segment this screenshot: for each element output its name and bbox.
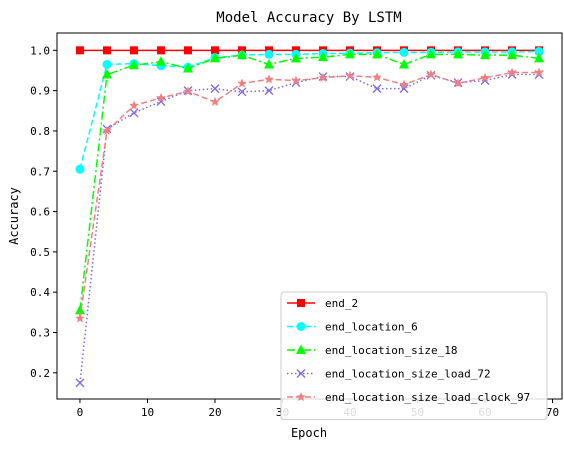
y-tick-label: 0.5 — [30, 246, 50, 259]
y-tick-label: 0.6 — [30, 206, 50, 219]
data-point-end-location-size-18 — [182, 62, 193, 73]
data-point-end-2 — [102, 46, 111, 55]
legend-label: end_location_size_load_72 — [325, 368, 491, 381]
data-point-end-location-size-load-clock-97 — [102, 125, 112, 135]
data-point-end-location-6 — [264, 49, 274, 59]
data-point-end-location-size-18 — [372, 48, 383, 59]
data-point-end-location-size-load-clock-97 — [534, 67, 544, 77]
data-point-end-location-size-load-72 — [75, 378, 85, 388]
data-point-end-location-size-18 — [263, 58, 274, 69]
series-line-end-location-size-load-clock-97 — [79, 71, 540, 319]
x-axis-label: Epoch — [291, 426, 327, 440]
data-point-end-location-size-18 — [236, 49, 247, 60]
data-point-end-location-size-load-clock-97 — [210, 96, 220, 106]
data-point-end-2 — [75, 46, 84, 55]
legend: end_2 end_location_6 end_location_size_18e… — [280, 291, 548, 420]
data-point-end-location-size-load-clock-97 — [156, 92, 166, 102]
data-point-end-2 — [183, 46, 192, 55]
data-point-end-location-size-18 — [426, 48, 437, 59]
y-axis-label: Accuracy — [7, 187, 21, 245]
data-point-end-location-size-load-clock-97 — [345, 70, 355, 80]
chart-title: Model Accuracy By LSTM — [216, 10, 401, 26]
data-point-end-location-size-load-72 — [210, 84, 220, 94]
data-point-end-location-size-18 — [128, 59, 139, 70]
data-point-end-location-6 — [75, 164, 85, 174]
data-point-end-location-size-18 — [507, 49, 518, 60]
legend-label: end_location_6 — [325, 321, 418, 334]
data-point-end-location-size-load-clock-97 — [480, 72, 490, 82]
series-end-location-size-18 — [74, 48, 545, 315]
y-tick-label: 0.8 — [30, 125, 50, 138]
data-point-end-location-size-load-clock-97 — [507, 67, 517, 77]
data-point-end-location-size-18 — [480, 49, 491, 60]
data-point-end-location-size-load-clock-97 — [264, 74, 274, 84]
legend-item-end-location-size-18: end_location_size_18 — [287, 344, 457, 357]
legend-item-end-location-size-load-72: end_location_size_load_72 — [287, 368, 491, 381]
plot-content — [74, 46, 545, 388]
legend-marker-end-2 — [297, 299, 305, 307]
legend-marker-end-location-6 — [296, 322, 306, 331]
y-tick-label: 0.2 — [30, 367, 50, 380]
legend-item-end-location-size-load-clock-97: end_location_size_load_clock_97 — [287, 391, 530, 404]
data-point-end-location-size-18 — [345, 48, 356, 59]
data-point-end-location-size-18 — [534, 52, 545, 63]
data-point-end-location-size-18 — [290, 52, 301, 63]
y-tick-label: 1.0 — [30, 44, 50, 57]
data-point-end-location-size-load-clock-97 — [183, 86, 193, 96]
data-point-end-location-size-load-clock-97 — [453, 78, 463, 88]
series-line-end-location-size-18 — [79, 53, 540, 311]
data-point-end-location-size-load-72 — [264, 86, 274, 96]
data-point-end-location-size-load-clock-97 — [291, 75, 301, 85]
x-tick-label: 0 — [77, 406, 84, 419]
data-point-end-location-size-load-clock-97 — [426, 69, 436, 79]
data-point-end-2 — [129, 46, 138, 55]
legend-marker-end-location-size-load-72 — [296, 369, 306, 378]
y-axis-ticks: 0.2 0.3 0.4 0.5 0.6 0.7 0.8 0.9 1.0 — [30, 44, 57, 380]
data-point-end-location-size-load-72 — [237, 87, 247, 97]
legend-box — [280, 291, 548, 420]
data-point-end-location-size-18 — [74, 304, 85, 315]
data-point-end-location-size-load-clock-97 — [372, 72, 382, 82]
data-point-end-location-size-18 — [453, 48, 464, 59]
data-point-end-2 — [156, 46, 165, 55]
y-tick-label: 0.3 — [30, 326, 50, 339]
data-point-end-location-size-load-clock-97 — [318, 72, 328, 82]
y-tick-label: 0.4 — [30, 286, 50, 299]
legend-item-end-location-6: end_location_6 — [287, 321, 418, 334]
x-tick-label: 10 — [141, 406, 154, 419]
data-point-end-location-6 — [534, 47, 544, 57]
data-point-end-2 — [210, 46, 219, 55]
y-tick-label: 0.9 — [30, 85, 50, 98]
x-tick-label: 70 — [546, 406, 559, 419]
legend-item-end-2: end_2 — [287, 297, 358, 310]
data-point-end-location-size-load-72 — [372, 84, 382, 94]
data-point-end-location-6 — [102, 59, 112, 69]
legend-label: end_location_size_load_clock_97 — [325, 391, 530, 404]
legend-marker-end-location-size-18 — [296, 344, 306, 354]
data-point-end-location-size-load-clock-97 — [129, 100, 139, 110]
series-end-location-size-load-clock-97 — [75, 67, 544, 323]
data-point-end-location-6 — [399, 47, 409, 57]
data-point-end-location-size-18 — [155, 56, 166, 66]
data-point-end-location-size-load-clock-97 — [75, 313, 85, 323]
data-point-end-location-size-load-clock-97 — [399, 79, 409, 89]
data-point-end-location-size-load-clock-97 — [237, 78, 247, 88]
legend-label: end_2 — [325, 297, 358, 310]
data-point-end-location-size-18 — [101, 69, 112, 79]
x-tick-label: 20 — [208, 406, 221, 419]
data-point-end-location-size-load-72 — [129, 108, 139, 118]
legend-marker-end-location-size-load-clock-97 — [296, 392, 306, 402]
data-point-end-location-size-load-72 — [156, 97, 166, 106]
data-point-end-location-size-18 — [399, 58, 410, 69]
data-point-end-location-size-load-72 — [399, 84, 409, 94]
y-tick-label: 0.7 — [30, 165, 50, 178]
data-point-end-location-size-18 — [209, 52, 220, 63]
legend-label: end_location_size_18 — [325, 344, 457, 357]
data-point-end-location-size-18 — [318, 51, 329, 62]
